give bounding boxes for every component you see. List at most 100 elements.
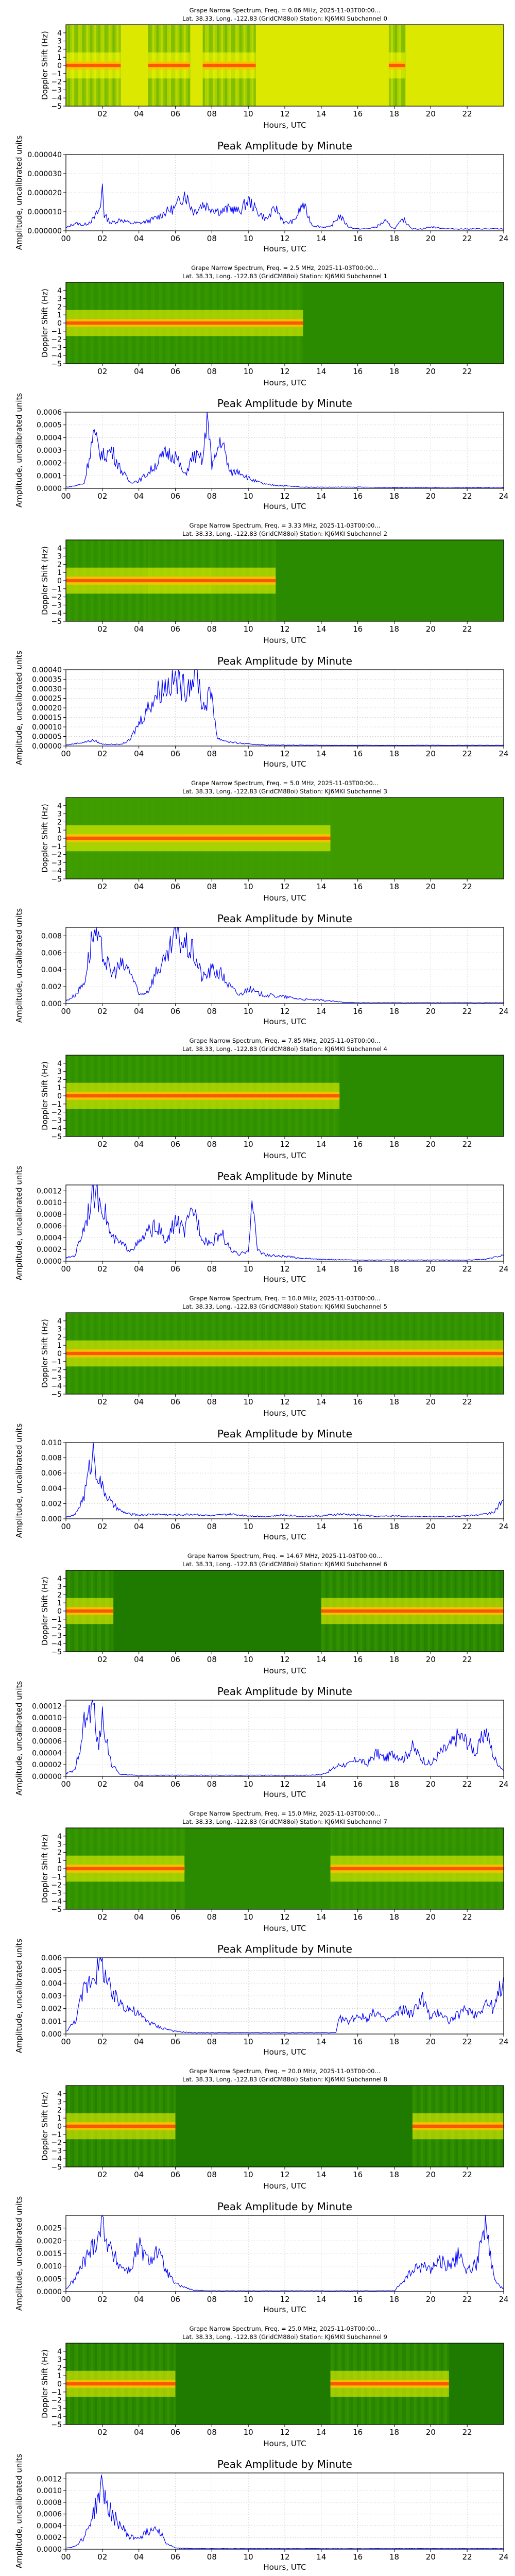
amplitude-ylabel: Amplitude, uncalibrated units bbox=[14, 1681, 24, 1796]
spectrum-ytick-label: 4 bbox=[57, 29, 62, 38]
spectrum-xtick-label: 22 bbox=[462, 1912, 472, 1922]
amplitude-chart-3: Peak Amplitude by Minute 0.000 0.002 0.004 0… bbox=[14, 908, 509, 1026]
spectrum-xtick-label: 12 bbox=[280, 109, 289, 118]
spectrum-ytick-label: −3 bbox=[51, 2404, 62, 2413]
amplitude-ytick-label: 0.000 bbox=[41, 2030, 62, 2039]
amplitude-xtick-label: 16 bbox=[353, 1780, 363, 1789]
spectrum-xtick-label: 16 bbox=[353, 882, 363, 891]
spectrum-xtick-label: 20 bbox=[426, 1655, 436, 1664]
spectrum-xtick-label: 16 bbox=[353, 2428, 363, 2437]
spectrum-chart-5: Grape Narrow Spectrum, Freq. = 10.0 MHz,… bbox=[40, 1295, 504, 1418]
amplitude-xtick-label: 06 bbox=[170, 1264, 180, 1274]
amplitude-chart-2: Peak Amplitude by Minute0.000000.000050.… bbox=[14, 651, 509, 769]
spectrum-xtick-label: 06 bbox=[170, 109, 180, 118]
spectrum-xtick-label: 08 bbox=[207, 109, 217, 118]
spectrum-ytick-label: −3 bbox=[51, 1889, 62, 1897]
amplitude-xtick-label: 22 bbox=[462, 2037, 472, 2046]
amplitude-xtick-label: 12 bbox=[280, 492, 289, 501]
spectrum-active-band bbox=[66, 1055, 340, 1137]
spectrum-ytick-label: −4 bbox=[51, 352, 62, 360]
amplitude-title: Peak Amplitude by Minute bbox=[217, 397, 352, 410]
amplitude-xtick-label: 04 bbox=[134, 234, 144, 243]
spectrum-ytick-label: 4 bbox=[57, 545, 62, 553]
amplitude-xlabel: Hours, UTC bbox=[263, 244, 306, 253]
spectrum-active-band bbox=[66, 282, 267, 364]
spectrum-ytick-label: 1 bbox=[57, 311, 62, 319]
amplitude-xtick-label: 22 bbox=[462, 234, 472, 243]
spectrum-xtick-label: 14 bbox=[316, 624, 326, 634]
amplitude-xtick-label: 04 bbox=[134, 1522, 144, 1531]
amplitude-xtick-label: 22 bbox=[462, 1007, 472, 1016]
spectrum-xtick-label: 20 bbox=[426, 367, 436, 376]
spectrum-xtick-label: 22 bbox=[462, 1655, 472, 1664]
amplitude-xtick-label: 00 bbox=[61, 2037, 71, 2046]
spectrum-active-band bbox=[66, 1828, 185, 1909]
spectrum-xtick-label: 14 bbox=[316, 1912, 326, 1922]
spectrum-ytick-label: 0 bbox=[57, 1607, 62, 1616]
spectrum-xtick-label: 10 bbox=[244, 109, 253, 118]
spectrum-xlabel: Hours, UTC bbox=[263, 2439, 306, 2448]
amplitude-xtick-label: 12 bbox=[280, 749, 289, 758]
spectrum-xtick-label: 16 bbox=[353, 624, 363, 634]
amplitude-xtick-label: 02 bbox=[97, 2552, 107, 2562]
spectrum-ytick-label: 4 bbox=[57, 287, 62, 295]
spectrum-title-line2: Lat. 38.33, Long. -122.83 (GridCM88oi) S… bbox=[182, 1045, 387, 1053]
spectrum-active-band bbox=[66, 2343, 176, 2425]
spectrum-title-line1: Grape Narrow Spectrum, Freq. = 14.67 MHz… bbox=[187, 1552, 382, 1560]
spectrum-ytick-label: −5 bbox=[51, 618, 62, 626]
amplitude-xlabel: Hours, UTC bbox=[263, 1532, 306, 1541]
amplitude-ylabel: Amplitude, uncalibrated units bbox=[14, 393, 24, 508]
spectrum-xtick-label: 16 bbox=[353, 2170, 363, 2179]
amplitude-ytick-label: 0.0004 bbox=[37, 2522, 62, 2530]
amplitude-xtick-label: 04 bbox=[134, 1007, 144, 1016]
spectrum-xtick-label: 02 bbox=[97, 2428, 107, 2437]
spectrum-ytick-label: −1 bbox=[51, 843, 62, 851]
spectrum-xtick-label: 02 bbox=[97, 624, 107, 634]
spectrum-xtick-label: 06 bbox=[170, 2170, 180, 2179]
spectrum-ytick-label: 0 bbox=[57, 2123, 62, 2131]
spectrum-chart-7: Grape Narrow Spectrum, Freq. = 15.0 MHz,… bbox=[40, 1810, 504, 1933]
spectrum-active-band bbox=[330, 1828, 504, 1909]
amplitude-ytick-label: 0.0006 bbox=[37, 2511, 62, 2519]
amplitude-xtick-label: 04 bbox=[134, 749, 144, 758]
spectrum-ytick-label: 2 bbox=[57, 1076, 62, 1084]
spectrum-xtick-label: 12 bbox=[280, 1397, 289, 1406]
spectrum-xtick-label: 22 bbox=[462, 2170, 472, 2179]
spectrum-xtick-label: 10 bbox=[244, 1655, 253, 1664]
spectrum-ytick-label: −4 bbox=[51, 94, 62, 103]
spectrum-ytick-label: 0 bbox=[57, 2380, 62, 2388]
amplitude-xlabel: Hours, UTC bbox=[263, 1790, 306, 1799]
spectrum-title-line2: Lat. 38.33, Long. -122.83 (GridCM88oi) S… bbox=[182, 1561, 387, 1568]
spectrum-xtick-label: 14 bbox=[316, 109, 326, 118]
spectrum-xtick-label: 02 bbox=[97, 1397, 107, 1406]
amplitude-ytick-label: 0.004 bbox=[41, 1485, 62, 1493]
spectrum-ylabel: Doppler Shift (Hz) bbox=[40, 1319, 49, 1388]
spectrum-active-band bbox=[148, 25, 191, 106]
amplitude-ytick-label: 0.0002 bbox=[37, 460, 62, 468]
spectrum-ytick-label: −2 bbox=[51, 1624, 62, 1632]
amplitude-xlabel: Hours, UTC bbox=[263, 1275, 306, 1284]
spectrum-ytick-label: 3 bbox=[57, 2098, 62, 2107]
spectrum-xtick-label: 08 bbox=[207, 882, 217, 891]
amplitude-xtick-label: 04 bbox=[134, 1264, 144, 1274]
amplitude-title: Peak Amplitude by Minute bbox=[217, 912, 352, 925]
spectrum-xlabel: Hours, UTC bbox=[263, 121, 306, 130]
amplitude-ylabel: Amplitude, uncalibrated units bbox=[14, 1939, 24, 2054]
spectrum-xtick-label: 04 bbox=[134, 1397, 144, 1406]
amplitude-ytick-label: 0.00005 bbox=[32, 733, 62, 741]
spectrum-chart-0: Grape Narrow Spectrum, Freq. = 0.06 MHz,… bbox=[40, 7, 504, 130]
spectrum-peak-line bbox=[66, 2382, 176, 2386]
spectrum-active-band bbox=[388, 25, 406, 106]
amplitude-ytick-label: 0.005 bbox=[41, 1967, 62, 1975]
amplitude-xtick-label: 10 bbox=[244, 1780, 253, 1789]
spectrum-ytick-label: −5 bbox=[51, 1648, 62, 1656]
amplitude-xtick-label: 10 bbox=[244, 1007, 253, 1016]
amplitude-chart-1: Peak Amplitude by Minute 0.0000 0.0001 0.00… bbox=[14, 393, 509, 511]
amplitude-ytick-label: 0.0006 bbox=[37, 1223, 62, 1231]
spectrum-xtick-label: 04 bbox=[134, 624, 144, 634]
amplitude-xtick-label: 10 bbox=[244, 749, 253, 758]
amplitude-xtick-label: 22 bbox=[462, 492, 472, 501]
spectrum-xtick-label: 18 bbox=[389, 882, 399, 891]
spectrum-title-line1: Grape Narrow Spectrum, Freq. = 15.0 MHz,… bbox=[190, 1810, 381, 1817]
amplitude-ytick-label: 0.00030 bbox=[32, 685, 62, 693]
